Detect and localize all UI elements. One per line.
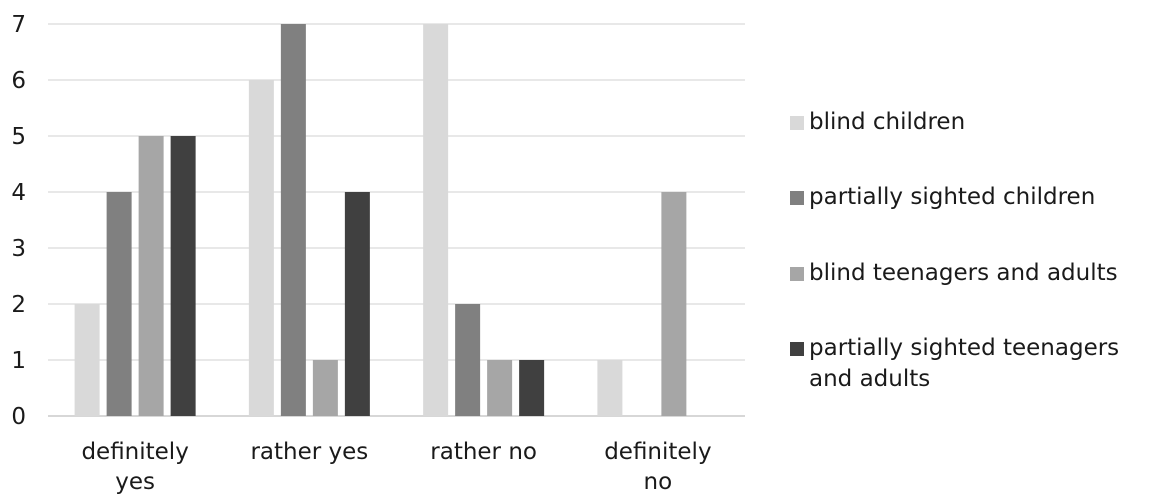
- y-tick-label: 7: [11, 12, 26, 38]
- bar-blind-children-rather-yes: [248, 80, 274, 416]
- chart-legend: blind children partially sighted children…: [790, 0, 1170, 494]
- legend-label: partially sighted teenagers and adults: [809, 335, 1120, 392]
- legend-label: blind children: [809, 109, 966, 135]
- bar-blind-teenagers-and-adults-definitely-yes: [138, 136, 164, 416]
- legend-label: blind teenagers and adults: [809, 260, 1118, 286]
- y-tick-label: 2: [11, 292, 26, 318]
- legend-swatch: [790, 191, 804, 205]
- legend-swatch: [790, 342, 804, 356]
- x-tick-label: rather no: [430, 439, 537, 465]
- legend-swatch: [790, 116, 804, 130]
- x-tick-label: yes: [115, 469, 155, 494]
- x-tick-label: definitely: [81, 439, 188, 465]
- legend-item: blind children: [790, 107, 1170, 138]
- bar-partially-sighted-teenagers-and-adults-rather-yes: [344, 192, 370, 416]
- y-tick-label: 0: [11, 404, 26, 430]
- legend-label: partially sighted children: [809, 184, 1096, 210]
- legend-item: blind teenagers and adults: [790, 258, 1170, 289]
- bar-blind-children-definitely-yes: [74, 304, 100, 416]
- bar-chart: 0 1 2 3 4 5 6 7 definitely yes rather yes rather no…: [11, 12, 745, 494]
- bar-partially-sighted-children-rather-yes: [280, 24, 306, 416]
- y-tick-label: 1: [11, 348, 26, 374]
- legend-item: partially sighted teenagers and adults: [790, 333, 1165, 395]
- legend-swatch: [790, 267, 804, 281]
- bar-blind-teenagers-and-adults-rather-no: [487, 360, 513, 416]
- y-tick-label: 4: [11, 180, 26, 206]
- legend-item: partially sighted children: [790, 182, 1170, 213]
- bar-blind-teenagers-and-adults-definitely-no: [661, 192, 687, 416]
- x-tick-label: no: [644, 469, 673, 494]
- x-tick-label: rather yes: [250, 439, 368, 465]
- bar-partially-sighted-children-rather-no: [455, 304, 481, 416]
- bar-partially-sighted-teenagers-and-adults-definitely-yes: [170, 136, 196, 416]
- y-tick-label: 6: [11, 68, 26, 94]
- y-tick-label: 3: [11, 236, 26, 262]
- x-tick-label: definitely: [604, 439, 711, 465]
- bar-blind-children-definitely-no: [597, 360, 623, 416]
- bar-blind-teenagers-and-adults-rather-yes: [312, 360, 338, 416]
- y-tick-label: 5: [11, 124, 26, 150]
- bar-partially-sighted-teenagers-and-adults-rather-no: [519, 360, 545, 416]
- bar-partially-sighted-children-definitely-yes: [106, 192, 132, 416]
- bar-blind-children-rather-no: [423, 24, 449, 416]
